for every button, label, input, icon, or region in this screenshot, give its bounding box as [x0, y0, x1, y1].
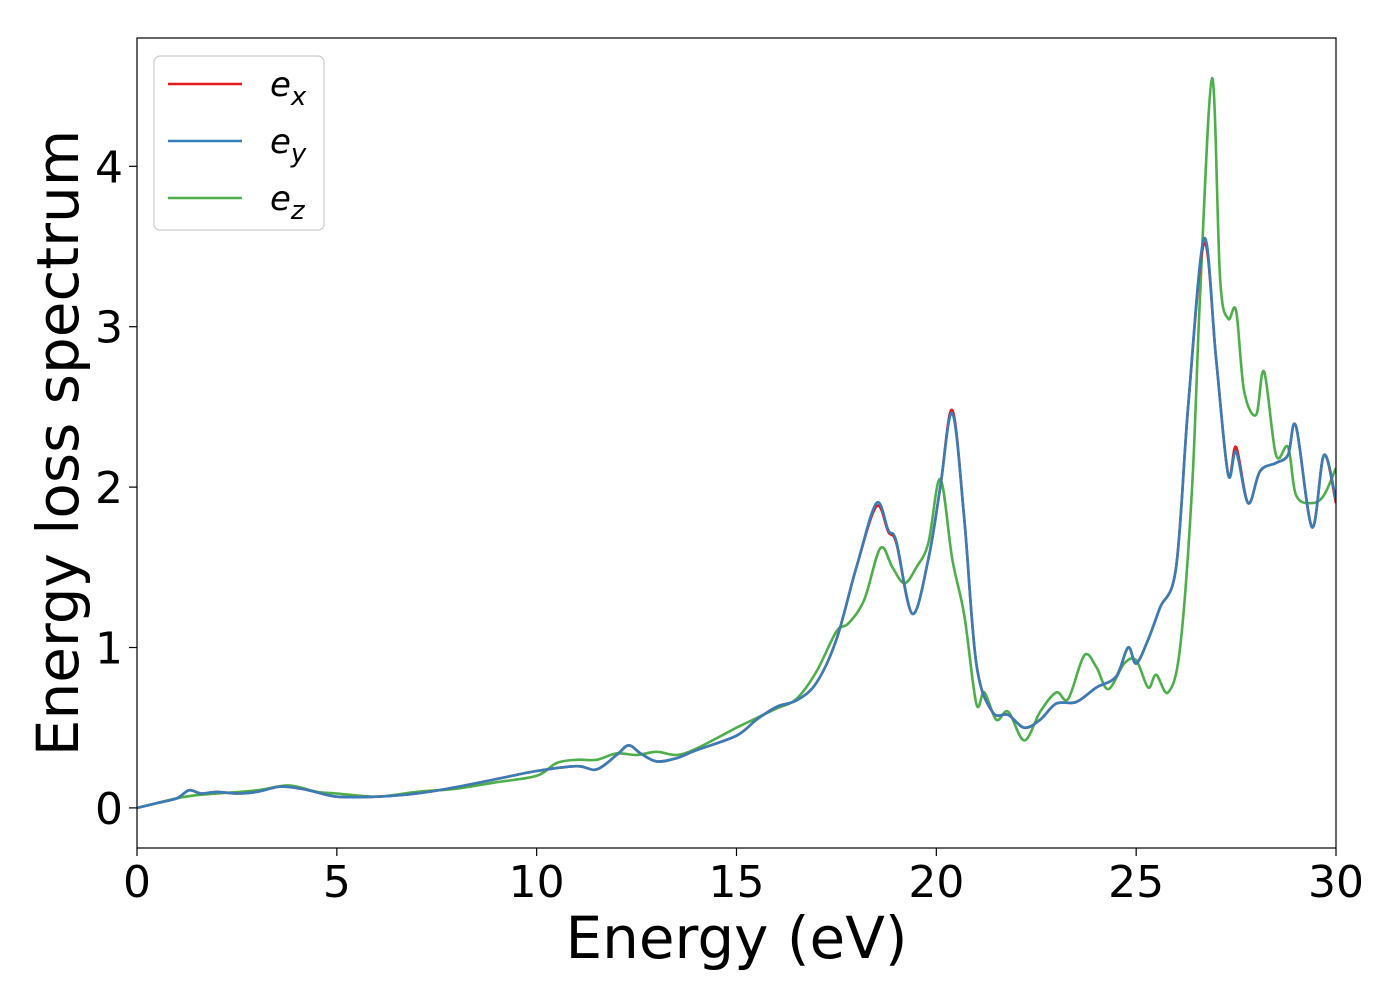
legend: ex ey ez — [153, 55, 325, 231]
y-tick-label: 4 — [95, 142, 123, 193]
y-axis-ticks: 0 1 2 3 4 — [95, 142, 137, 835]
x-tick-label: 0 — [123, 857, 151, 908]
legend-label-e-x: ex — [270, 65, 307, 112]
x-tick-label: 30 — [1308, 857, 1364, 908]
y-tick-label: 0 — [95, 784, 123, 835]
legend-box — [153, 55, 325, 231]
x-tick-label: 20 — [908, 857, 964, 908]
y-tick-label: 2 — [95, 463, 123, 514]
x-tick-label: 10 — [509, 857, 565, 908]
x-tick-label: 5 — [323, 857, 351, 908]
y-tick-label: 3 — [95, 303, 123, 354]
series-line-e-y — [137, 237, 1336, 810]
legend-label-e-z: ez — [270, 179, 306, 226]
x-axis-ticks: 0 5 10 15 20 25 30 — [123, 848, 1364, 908]
x-tick-label: 15 — [709, 857, 765, 908]
y-tick-label: 1 — [95, 624, 123, 675]
x-axis-label: Energy (eV) — [565, 904, 907, 972]
legend-label-e-y: ey — [270, 122, 307, 169]
y-axis-label: Energy loss spectrum — [24, 130, 92, 756]
series-layer — [137, 76, 1336, 810]
series-line-e-z — [137, 76, 1336, 810]
series-line-e-x — [137, 241, 1336, 810]
x-tick-label: 25 — [1108, 857, 1164, 908]
